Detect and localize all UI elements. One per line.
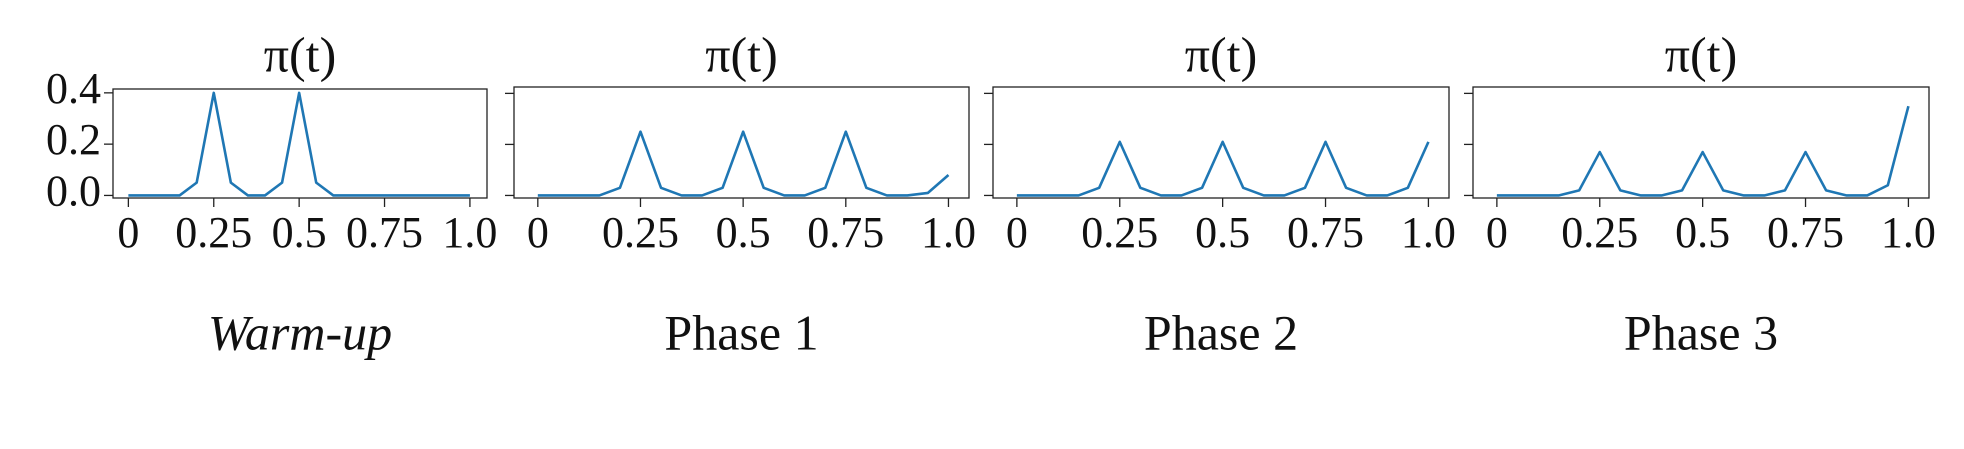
plot-frame <box>513 86 970 199</box>
x-tick-label: 0.25 <box>175 208 252 257</box>
panel-label: Warm-up <box>208 304 392 360</box>
x-tick-label: 0.25 <box>1561 208 1638 257</box>
x-tick-label: 0.25 <box>602 208 679 257</box>
x-tick-label: 0.5 <box>272 208 327 257</box>
x-tick-label: 0.5 <box>716 208 771 257</box>
series-line <box>128 91 470 197</box>
panel: π(t) Phase 3 0 0.25 0.5 0.75 1.0 <box>1464 26 1936 360</box>
y-tick-label: 0.2 <box>46 115 101 164</box>
panel: π(t) Phase 2 0 0.25 0.5 0.75 1.0 <box>984 26 1456 360</box>
plot-frame <box>992 86 1450 199</box>
x-tick-label: 0.75 <box>1287 208 1364 257</box>
panel-label: Phase 2 <box>1144 304 1298 360</box>
panel-title: π(t) <box>264 26 336 82</box>
x-tick-label: 0 <box>1486 208 1508 257</box>
x-tick-label: 0 <box>527 208 549 257</box>
x-tick-label: 0.25 <box>1081 208 1158 257</box>
plot-frame <box>1472 86 1930 199</box>
x-tick-label: 1.0 <box>1881 208 1936 257</box>
x-tick-label: 0 <box>1006 208 1028 257</box>
x-tick-label: 1.0 <box>921 208 976 257</box>
x-tick-label: 0.5 <box>1195 208 1250 257</box>
panel: π(t) Warm-up 0 0.25 0.5 0.75 1.0 0.00.20.4 <box>46 26 497 360</box>
panel-title: π(t) <box>705 26 777 82</box>
panel: π(t) Phase 1 0 0.25 0.5 0.75 1.0 <box>505 26 976 360</box>
y-tick-label: 0.0 <box>46 167 101 216</box>
x-tick-label: 0 <box>117 208 139 257</box>
x-tick-label: 1.0 <box>442 208 497 257</box>
x-tick-label: 1.0 <box>1401 208 1456 257</box>
panel-title: π(t) <box>1185 26 1257 82</box>
panel-label: Phase 3 <box>1624 304 1778 360</box>
plot-frame <box>112 88 488 199</box>
x-tick-label: 0.75 <box>807 208 884 257</box>
x-tick-label: 0.75 <box>346 208 423 257</box>
x-tick-label: 0.75 <box>1767 208 1844 257</box>
series-line <box>1496 105 1910 197</box>
series-line <box>537 130 950 197</box>
y-tick-label: 0.4 <box>46 64 101 113</box>
x-tick-label: 0.5 <box>1675 208 1730 257</box>
panel-label: Phase 1 <box>664 304 818 360</box>
series-line <box>1016 140 1430 197</box>
panel-title: π(t) <box>1665 26 1737 82</box>
